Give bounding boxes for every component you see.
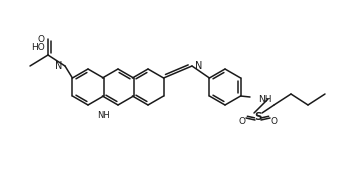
Text: N: N [195,61,202,71]
Text: O: O [238,116,246,125]
Text: HO: HO [31,43,45,52]
Text: O: O [38,35,45,44]
Text: S: S [254,112,262,122]
Text: N: N [55,61,62,71]
Text: O: O [270,116,278,125]
Text: NH: NH [96,111,109,120]
Text: NH: NH [258,94,271,103]
